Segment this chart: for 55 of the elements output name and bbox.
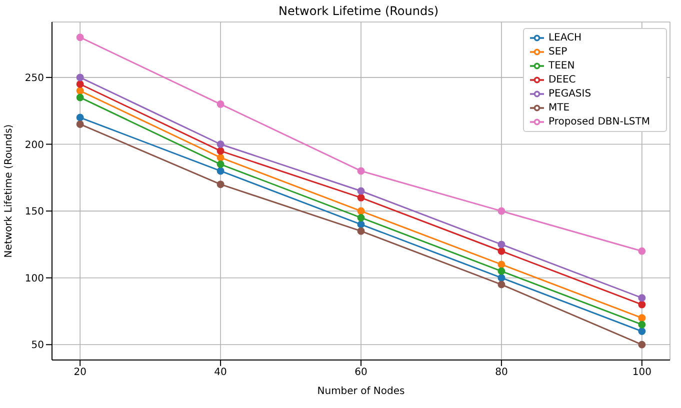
point (357, 214, 365, 222)
point (76, 114, 84, 122)
point (357, 187, 365, 195)
point (76, 120, 84, 128)
x-tick-label: 80 (495, 367, 508, 378)
x-tick-label: 20 (74, 367, 86, 378)
point (216, 167, 224, 175)
chart-title: Network Lifetime (Rounds) (277, 4, 440, 18)
point (357, 227, 365, 235)
point (498, 274, 506, 282)
point (498, 207, 506, 215)
point (638, 328, 646, 336)
point (498, 247, 506, 255)
point (76, 34, 84, 42)
point (498, 240, 506, 248)
x-tick-label: 100 (632, 367, 652, 378)
point (76, 80, 84, 88)
legend-label: PEGASIS (548, 88, 592, 100)
y-tick-label: 150 (24, 206, 44, 218)
point (357, 207, 365, 215)
point (216, 140, 224, 148)
legend-label: SEP (548, 46, 568, 58)
y-tick-label: 50 (31, 340, 44, 352)
point (216, 147, 224, 155)
y-tick-label: 100 (24, 273, 44, 284)
y-axis-title: Network Lifetime (Rounds) (4, 124, 15, 258)
point (638, 300, 646, 308)
x-axis-title: Number of Nodes (317, 386, 405, 397)
y-tick-label: 250 (24, 72, 44, 84)
point (357, 220, 365, 228)
point (638, 247, 646, 255)
point (638, 340, 646, 348)
point (216, 154, 224, 162)
point (76, 94, 84, 102)
legend-label: TEEN (548, 60, 575, 72)
point (357, 167, 365, 175)
point (498, 280, 506, 288)
point (76, 74, 84, 82)
legend-label: LEACH (548, 32, 582, 44)
legend-label: MTE (548, 102, 570, 114)
point (216, 180, 224, 188)
legend-label: Proposed DBN-LSTM (548, 116, 650, 128)
point (498, 267, 506, 275)
point (76, 87, 84, 95)
x-tick-label: 60 (354, 367, 368, 378)
point (357, 194, 365, 202)
point (638, 320, 646, 328)
point (638, 294, 646, 302)
point (638, 314, 646, 322)
legend-label: DEEC (548, 74, 576, 86)
x-tick-label: 40 (214, 367, 227, 378)
point (498, 260, 506, 268)
y-tick-label: 200 (24, 140, 44, 151)
point (216, 160, 224, 168)
point (216, 100, 224, 108)
